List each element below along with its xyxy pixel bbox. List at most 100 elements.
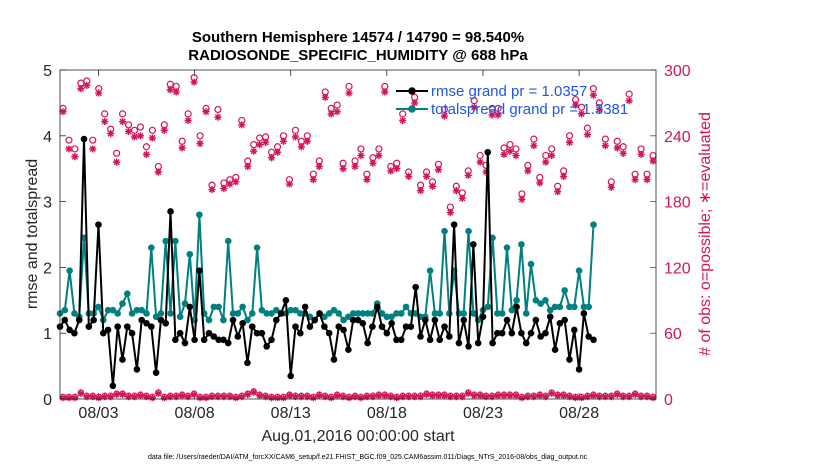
totalspread-point xyxy=(138,306,146,314)
obs-evaluated-marker xyxy=(262,138,270,146)
totalspread-point xyxy=(220,316,227,324)
rmse-point xyxy=(191,336,198,344)
totalspread-point xyxy=(513,297,520,304)
obs-evaluated-marker xyxy=(256,140,264,149)
rmse-point xyxy=(484,148,492,156)
rmse-point xyxy=(71,329,78,337)
obs-low-evaluated-marker xyxy=(613,391,621,399)
totalspread-point xyxy=(95,303,102,311)
legend-rmse-label: rmse grand pr = 1.0357 xyxy=(431,83,587,100)
totalspread-point xyxy=(556,303,564,311)
totalspread-point xyxy=(148,244,155,251)
obs-evaluated-marker xyxy=(422,172,431,180)
rmse-point xyxy=(546,313,554,321)
obs-low-evaluated-marker xyxy=(256,392,264,400)
totalspread-point xyxy=(157,310,165,317)
rmse-point xyxy=(369,323,376,330)
obs-low-evaluated-marker xyxy=(148,394,156,402)
rmse-point xyxy=(522,339,530,347)
rmse-point xyxy=(109,382,117,390)
totalspread-point xyxy=(590,221,597,228)
totalspread-point xyxy=(119,300,126,307)
rmse-point xyxy=(585,333,593,340)
rmse-point xyxy=(383,329,391,337)
obs-low-evaluated-marker xyxy=(530,393,538,401)
totalspread-point xyxy=(287,306,295,314)
obs-low-evaluated-marker xyxy=(446,393,454,401)
totalspread-point xyxy=(297,310,304,317)
legend-rmse-marker xyxy=(408,87,416,95)
obs-low-evaluated-marker xyxy=(405,393,413,401)
obs-low-evaluated-marker xyxy=(548,390,556,397)
plot-frame xyxy=(59,69,657,400)
obs-evaluated-marker xyxy=(89,145,97,153)
totalspread-point xyxy=(345,313,352,321)
right-tick-label: 240 xyxy=(664,129,691,146)
obs-evaluated-marker xyxy=(530,142,538,150)
rmse-point xyxy=(99,329,107,337)
rmse-point xyxy=(494,329,501,337)
obs-evaluated-marker xyxy=(560,172,568,180)
rmse-point xyxy=(277,310,285,317)
rmse-point xyxy=(542,329,549,337)
obs-possible-marker xyxy=(214,105,222,114)
obs-low-evaluated-marker xyxy=(309,394,317,402)
rmse-point xyxy=(229,316,237,324)
obs-evaluated-marker xyxy=(488,111,496,119)
totalspread-point xyxy=(431,310,439,317)
totalspread-point xyxy=(128,310,136,317)
obs-evaluated-marker xyxy=(571,101,580,109)
obs-low-evaluated-marker xyxy=(584,393,591,401)
totalspread-point xyxy=(566,303,573,311)
obs-low-evaluated-marker xyxy=(131,393,138,401)
obs-low-evaluated-marker xyxy=(375,392,383,400)
totalspread-point xyxy=(152,313,160,321)
obs-low-evaluated-marker xyxy=(95,394,103,402)
obs-low-evaluated-marker xyxy=(524,393,532,401)
obs-evaluated-marker xyxy=(375,151,383,160)
plot-area xyxy=(60,70,656,399)
obs-evaluated-marker xyxy=(208,185,216,194)
rmse-point xyxy=(272,316,280,324)
totalspread-point xyxy=(494,310,501,317)
obs-evaluated-marker xyxy=(220,184,228,193)
rmse-point xyxy=(330,356,338,363)
right-axis-label: # of obs: o=possible; ∗=evaluated xyxy=(697,112,714,356)
obs-evaluated-marker xyxy=(512,151,520,160)
rmse-point xyxy=(561,316,568,324)
totalspread-point xyxy=(470,310,477,317)
totalspread-point xyxy=(244,316,251,324)
obs-evaluated-marker xyxy=(77,85,85,93)
totalspread-point xyxy=(349,310,357,317)
rmse-point xyxy=(397,336,405,344)
totalspread-point xyxy=(330,306,338,314)
totalspread-point xyxy=(268,310,275,317)
totalspread-point xyxy=(441,227,448,235)
rmse-point xyxy=(498,329,506,337)
totalspread-point xyxy=(518,241,525,248)
obs-evaluated-marker xyxy=(637,150,645,159)
obs-possible-marker xyxy=(113,149,121,157)
rmse-point xyxy=(537,333,544,340)
obs-evaluated-marker xyxy=(214,113,222,121)
rmse-point xyxy=(421,316,429,324)
rmse-point xyxy=(143,320,150,327)
obs-low-evaluated-marker xyxy=(399,393,407,401)
right-tick-label: 180 xyxy=(664,195,691,212)
obs-evaluated-marker xyxy=(589,91,598,99)
rmse-point xyxy=(263,343,270,350)
totalspread-point xyxy=(426,267,434,274)
obs-low-evaluated-marker xyxy=(160,394,168,402)
obs-evaluated-marker xyxy=(291,133,300,141)
rmse-point xyxy=(90,316,97,324)
right-tick-label: 120 xyxy=(664,260,691,277)
right-tick-label: 60 xyxy=(664,326,682,343)
obs-evaluated-marker xyxy=(601,142,609,150)
obs-evaluated-marker xyxy=(464,171,472,179)
obs-low-evaluated-marker xyxy=(321,393,329,401)
obs-low-evaluated-marker xyxy=(590,392,597,400)
obs-low-evaluated-marker xyxy=(595,393,603,401)
obs-low-evaluated-marker xyxy=(572,394,579,402)
obs-low-evaluated-marker xyxy=(107,393,115,401)
rmse-point xyxy=(292,323,299,330)
